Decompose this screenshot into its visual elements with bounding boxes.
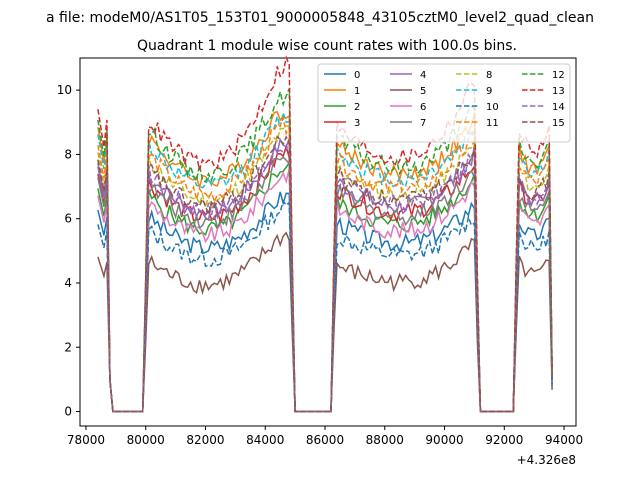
y-tick-label: 10 <box>57 83 72 97</box>
legend-label-11: 11 <box>486 118 499 129</box>
series-line-4 <box>97 137 553 413</box>
legend-label-6: 6 <box>420 102 426 113</box>
chart-title: Quadrant 1 module wise count rates with … <box>137 38 517 54</box>
series-line-15 <box>97 135 553 413</box>
x-tick-label: 92000 <box>485 433 523 447</box>
series-line-14 <box>97 139 553 413</box>
x-tick-label: 78000 <box>67 433 105 447</box>
series-line-10 <box>97 199 553 413</box>
legend-label-0: 0 <box>354 70 360 81</box>
legend-label-2: 2 <box>354 102 360 113</box>
series-line-11 <box>97 115 553 413</box>
x-tick-label: 80000 <box>127 433 165 447</box>
x-tick-label: 86000 <box>306 433 344 447</box>
legend-box <box>317 63 571 143</box>
legend-label-13: 13 <box>552 86 565 97</box>
x-offset-label: +4.326e8 <box>517 453 576 467</box>
legend-label-1: 1 <box>354 86 360 97</box>
series-line-1 <box>97 110 553 413</box>
figure-suptitle: a file: modeM0/AS1T05_153T01_9000005848_… <box>46 10 594 26</box>
x-tick-label: 90000 <box>425 433 463 447</box>
legend-label-4: 4 <box>420 70 426 81</box>
legend-label-8: 8 <box>486 70 492 81</box>
series-line-7 <box>97 156 553 413</box>
legend-label-10: 10 <box>486 102 499 113</box>
x-tick-label: 84000 <box>246 433 284 447</box>
plot-area: 78000 80000 82000 84000 86000 88000 90000 92000… <box>57 55 583 467</box>
legend-label-14: 14 <box>552 102 565 113</box>
legend-label-15: 15 <box>552 118 565 129</box>
legend-label-7: 7 <box>420 118 426 129</box>
x-tick-label: 82000 <box>186 433 224 447</box>
x-tick-label: 94000 <box>545 433 583 447</box>
legend-label-3: 3 <box>354 118 360 129</box>
y-tick-label: 8 <box>64 147 72 161</box>
y-tick-label: 6 <box>64 212 72 226</box>
axes-frame <box>79 57 577 427</box>
legend-label-12: 12 <box>552 70 565 81</box>
legend-label-9: 9 <box>486 86 492 97</box>
x-tick-label: 88000 <box>366 433 404 447</box>
y-tick-label: 2 <box>64 340 72 354</box>
series-line-5 <box>97 231 553 413</box>
y-tick-label: 4 <box>64 276 72 290</box>
legend-label-5: 5 <box>420 86 426 97</box>
y-tick-label: 0 <box>64 405 72 419</box>
series-line-0 <box>97 191 553 413</box>
